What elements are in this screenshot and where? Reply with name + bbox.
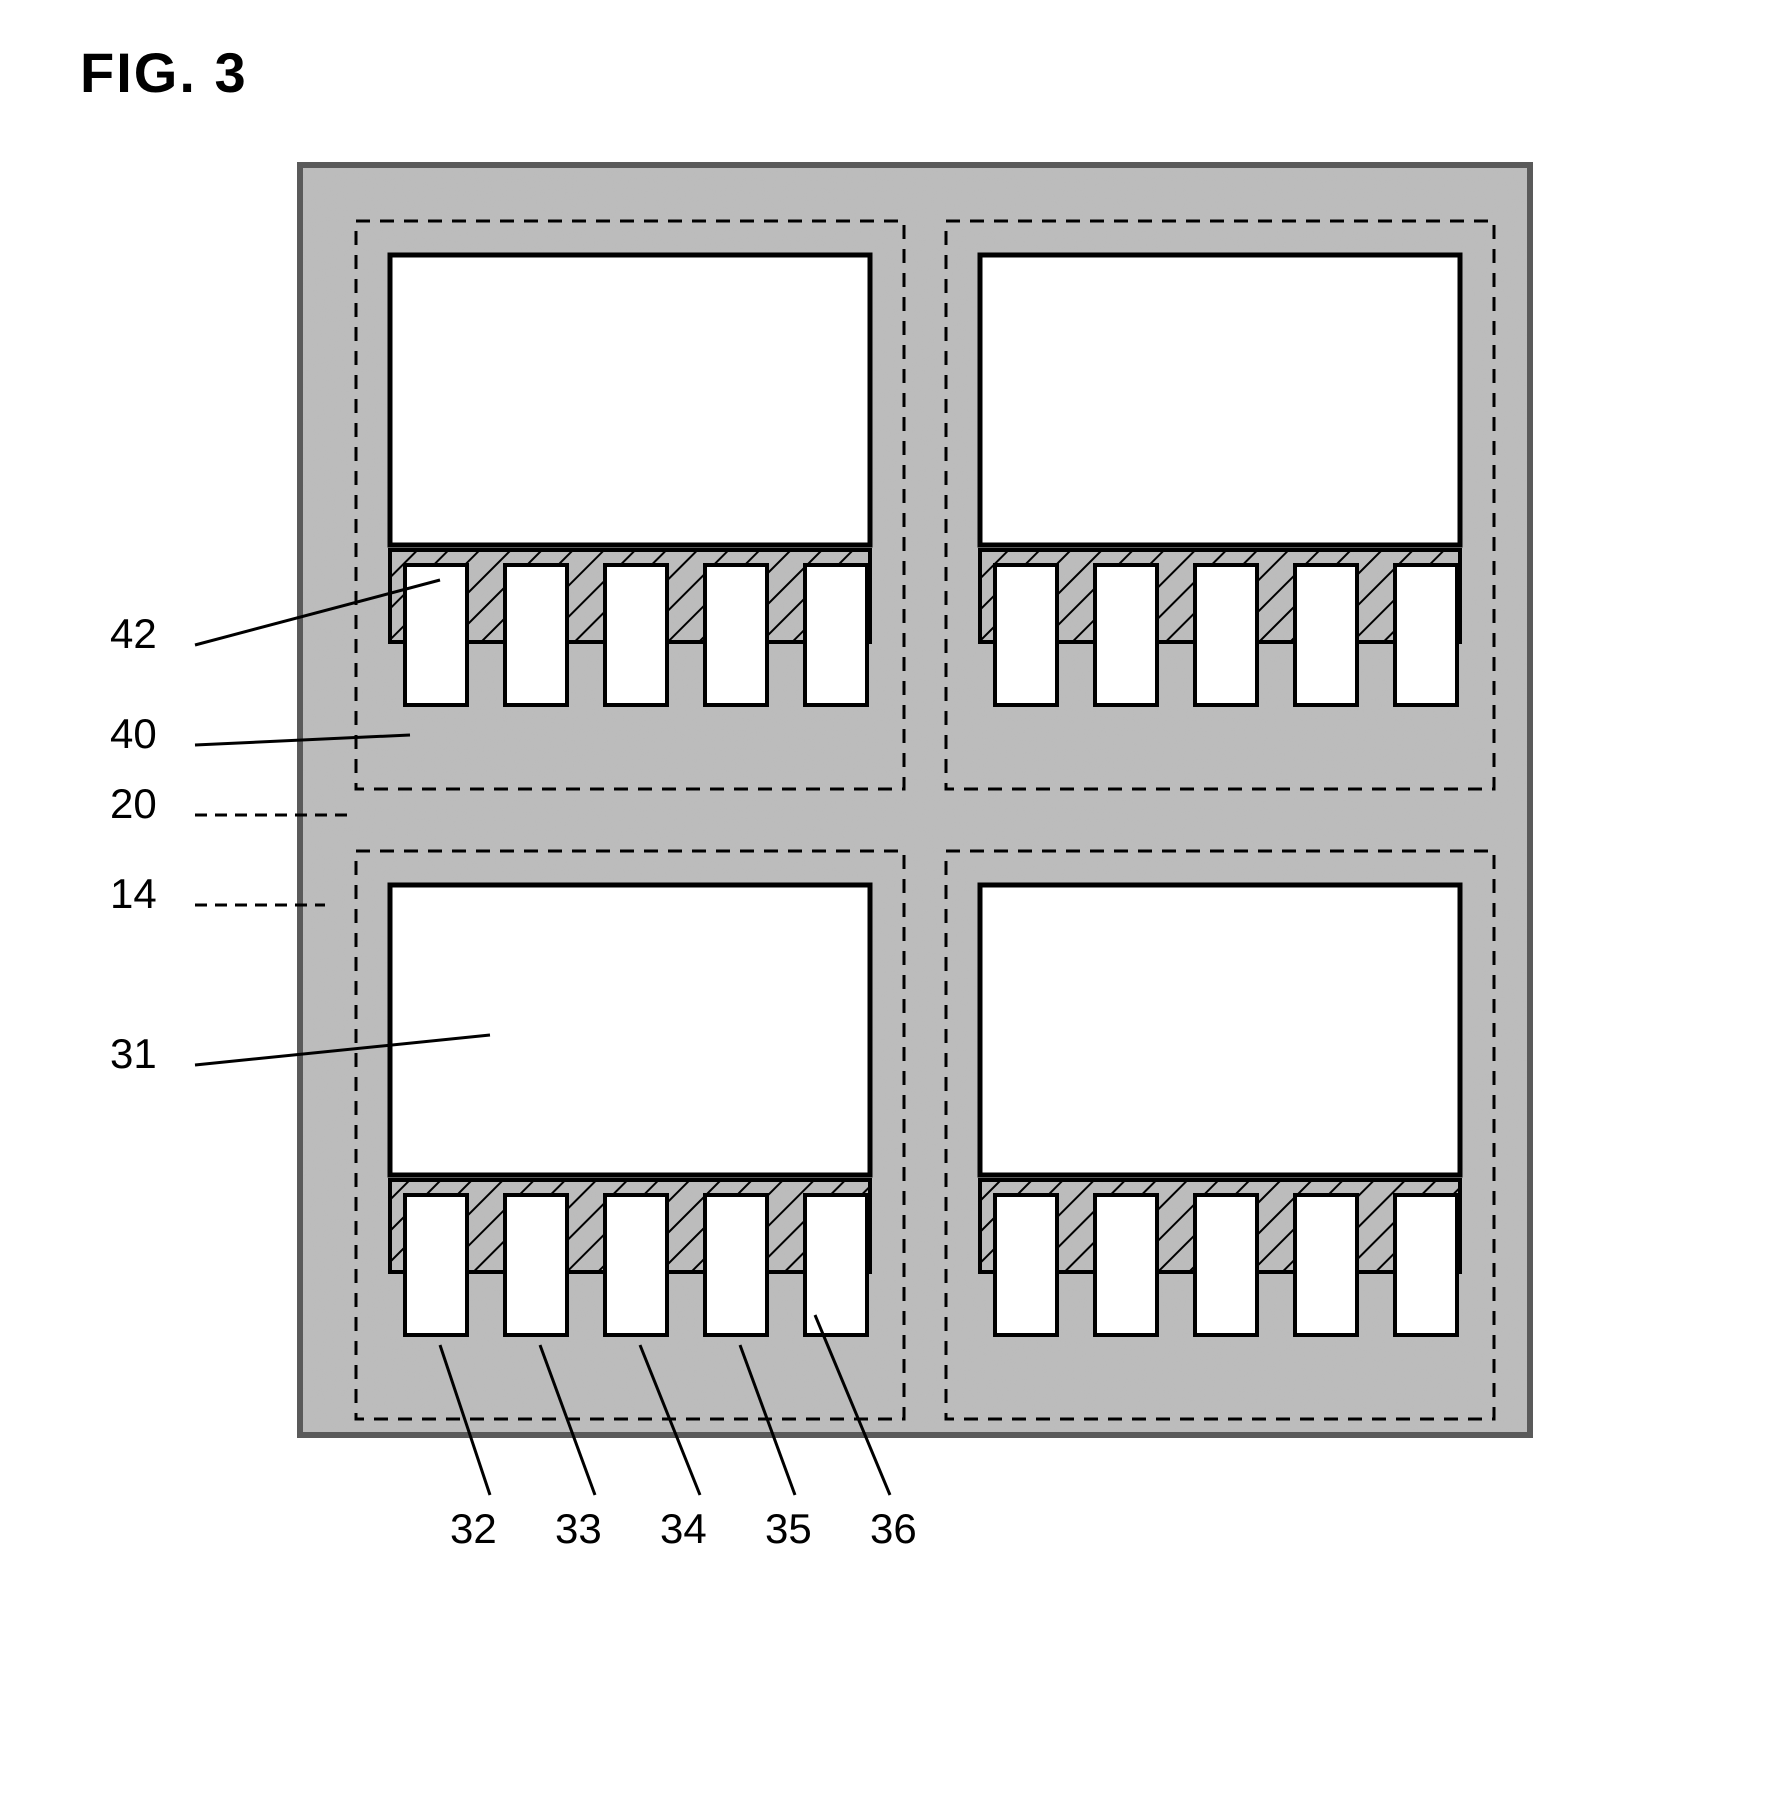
label-40: 40 xyxy=(110,710,157,758)
label-33: 33 xyxy=(555,1505,602,1553)
label-20: 20 xyxy=(110,780,157,828)
diagram-stage: 42402014313233343536 xyxy=(240,135,1740,1635)
label-14: 14 xyxy=(110,870,157,918)
label-34: 34 xyxy=(660,1505,707,1553)
label-32: 32 xyxy=(450,1505,497,1553)
label-42: 42 xyxy=(110,610,157,658)
label-31: 31 xyxy=(110,1030,157,1078)
figure-title: FIG. 3 xyxy=(80,40,1744,105)
label-35: 35 xyxy=(765,1505,812,1553)
diagram-svg xyxy=(240,135,1740,1635)
label-36: 36 xyxy=(870,1505,917,1553)
